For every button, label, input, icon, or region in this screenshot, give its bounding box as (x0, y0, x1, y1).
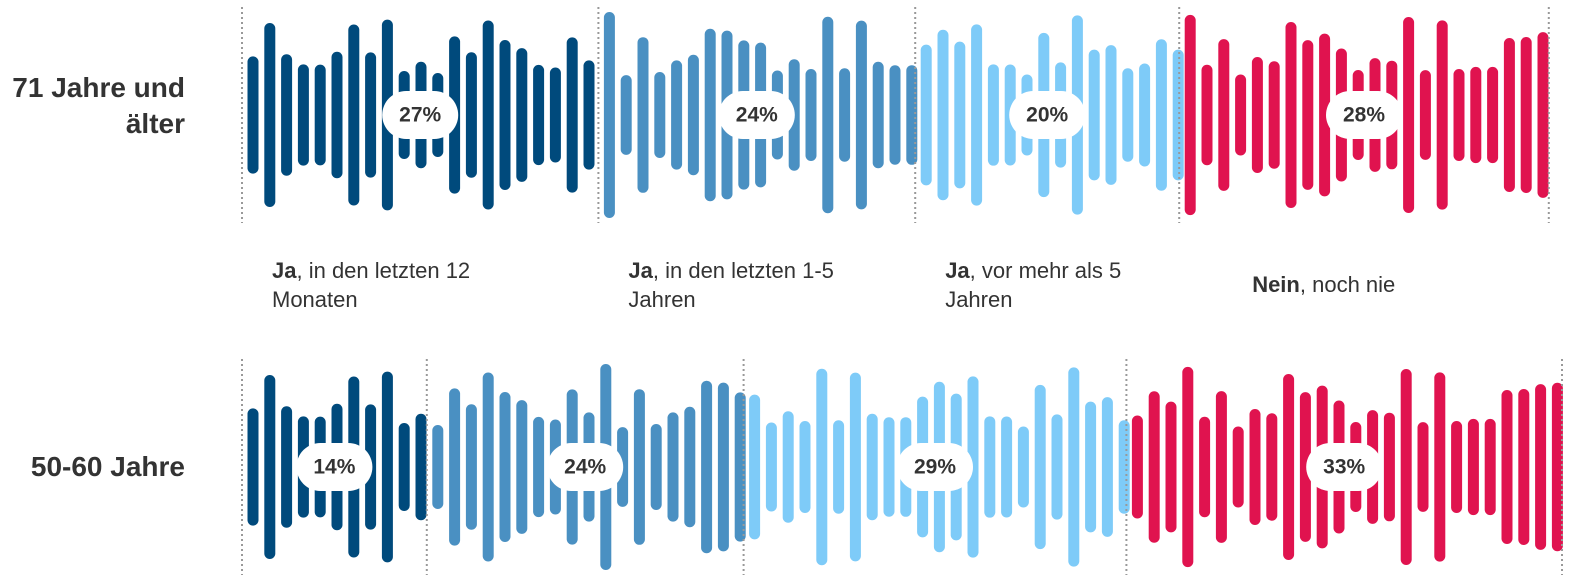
value-pill (296, 443, 373, 491)
value-label: 27% (399, 104, 441, 127)
legend-entry: Nein, noch nie (1252, 272, 1396, 297)
category-label: 71 Jahre und älter (12, 72, 185, 139)
value-label: 33% (1323, 456, 1365, 479)
value-label: 28% (1343, 104, 1385, 127)
value-pill (718, 91, 795, 139)
value-label: 24% (736, 104, 778, 127)
value-pill (382, 91, 459, 139)
segment (603, 12, 918, 218)
value-pill (547, 443, 624, 491)
segment (1131, 366, 1563, 568)
category-label: 50-60 Jahre (30, 451, 185, 482)
segment (1184, 14, 1549, 216)
value-label: 20% (1026, 104, 1068, 127)
value-label: 24% (564, 456, 606, 479)
value-pill (897, 443, 973, 491)
value-label: 14% (313, 456, 355, 479)
segment (749, 367, 1130, 567)
value-label: 29% (914, 456, 956, 479)
legend-entry: Ja, vor mehr als 5 Jahren (945, 258, 1122, 312)
value-pill (1306, 443, 1383, 491)
legend-entry: Ja, in den letzten 12 Monaten (272, 258, 471, 312)
value-pill (1326, 91, 1402, 139)
value-pill (1009, 91, 1086, 139)
legend-entry: Ja, in den letzten 1-5 Jahren (628, 258, 834, 312)
segment (432, 364, 746, 570)
